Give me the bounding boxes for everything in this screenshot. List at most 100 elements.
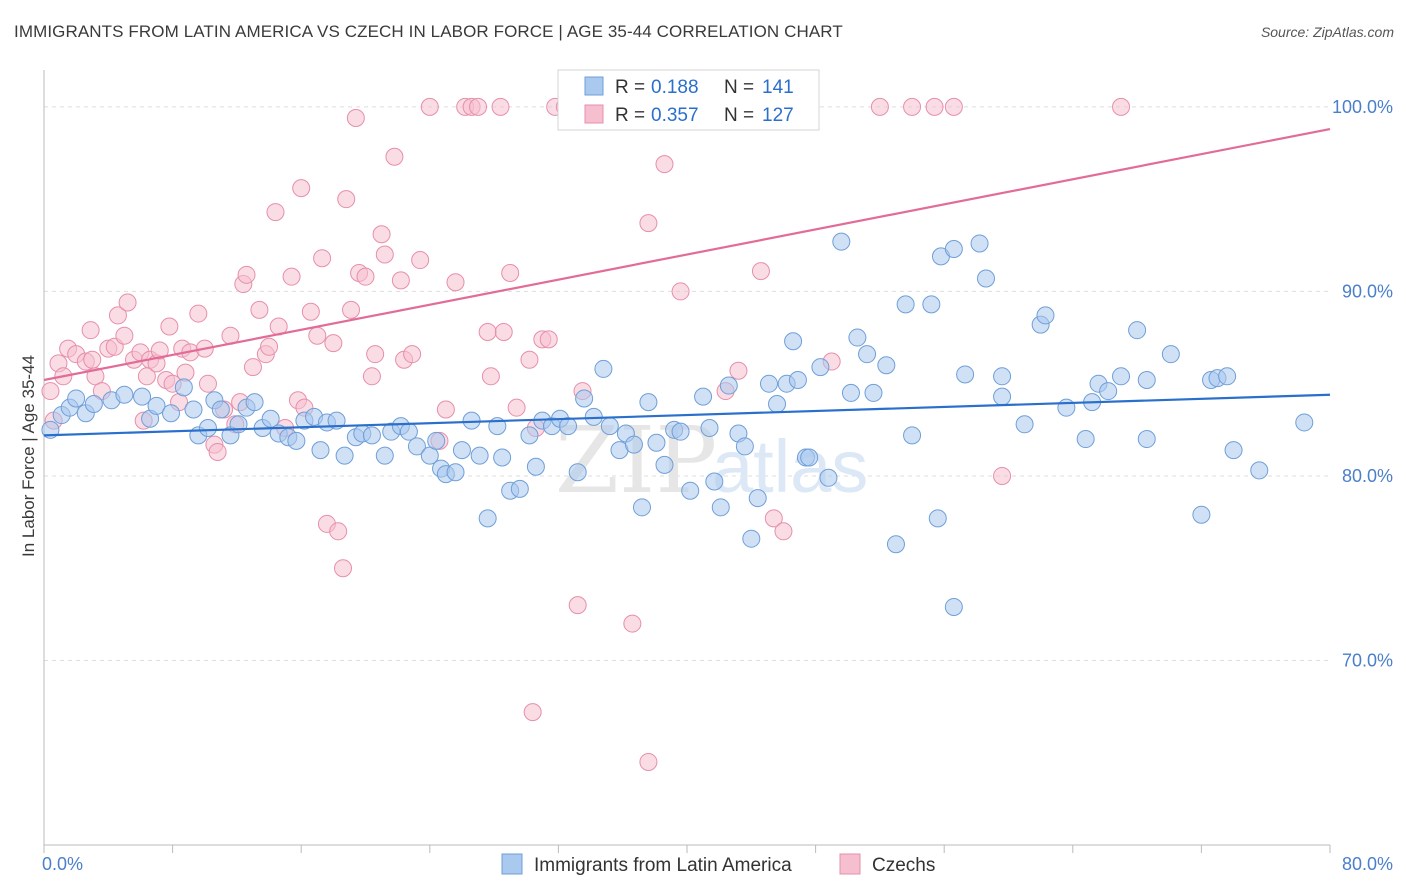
data-point [520,426,539,445]
data-point [510,479,529,498]
legend-r-label: R = [615,77,645,98]
legend-r-label: R = [615,105,645,126]
data-point [768,394,787,413]
data-point [84,394,103,413]
data-point [639,393,658,412]
data-point [1161,345,1180,364]
data-point [507,398,526,417]
watermark: ZIP atlas [555,407,868,514]
data-point [375,245,394,264]
data-point [632,498,651,517]
data-point [1218,367,1237,386]
data-point [411,251,430,270]
bottom-legend-label: Immigrants from Latin America [534,855,792,876]
data-point [362,426,381,445]
data-point [494,323,513,342]
data-point [841,383,860,402]
data-point [729,361,748,380]
data-point [970,234,989,253]
data-point [342,300,361,319]
data-point [624,435,643,454]
data-point [208,442,227,461]
y-tick-label: 80.0% [1342,466,1393,486]
data-point [523,703,542,722]
legend-r-value: 0.188 [651,77,699,98]
data-point [245,393,264,412]
data-point [261,409,280,428]
data-point [470,446,489,465]
data-point [944,239,963,258]
data-point [287,431,306,450]
data-point [324,334,343,353]
bottom-legend: Immigrants from Latin America Czechs [501,853,935,876]
data-point [1036,306,1055,325]
data-point [260,337,279,356]
data-point [886,535,905,554]
legend-r-value: 0.357 [651,105,699,126]
data-point [800,448,819,467]
bottom-legend-swatch [839,853,861,875]
data-point [976,269,995,288]
data-point [198,374,217,393]
data-point [481,367,500,386]
data-point [993,466,1012,485]
data-point [903,97,922,116]
data-point [346,108,365,127]
data-point [568,463,587,482]
y-tick-label: 90.0% [1342,281,1393,301]
data-point [764,509,783,528]
legend-n-label: N = [724,105,754,126]
data-point [366,345,385,364]
data-point [161,404,180,423]
data-point [427,431,446,450]
data-point [559,417,578,436]
data-point [742,529,761,548]
data-point [694,387,713,406]
data-point [356,267,375,286]
data-point [956,365,975,384]
data-point [189,304,208,323]
data-point [362,367,381,386]
data-point [1137,430,1156,449]
data-point [539,330,558,349]
data-point [526,457,545,476]
data-point [925,97,944,116]
data-point [903,426,922,445]
data-point [478,509,497,528]
data-point [311,441,330,460]
data-point [819,468,838,487]
data-point [41,382,60,401]
data-point [250,300,269,319]
data-point [896,295,915,314]
data-point [944,597,963,616]
data-point [711,498,730,517]
data-point [1112,367,1131,386]
data-point [403,345,422,364]
data-point [647,433,666,452]
data-point [308,326,327,345]
trend-line [43,393,1331,437]
source-note: Source: ZipAtlas.com [1260,24,1394,40]
data-point [243,358,262,377]
data-point [501,263,520,282]
data-point [748,489,767,508]
data-point [751,262,770,281]
data-point [292,179,311,198]
x-tick-label: 80.0% [1342,854,1393,874]
legend-swatch [584,76,604,96]
data-point [420,97,439,116]
data-point [391,271,410,290]
data-point [333,559,352,578]
data-point [600,417,619,436]
data-point [575,389,594,408]
data-point [446,273,465,292]
data-point [83,350,102,369]
data-point [671,282,690,301]
data-point [811,358,830,377]
bottom-legend-swatch [501,853,523,875]
x-tick-label: 0.0% [42,854,83,874]
data-point [478,323,497,342]
data-point [133,387,152,406]
stats-legend: R = 0.188 N = 141 R = 0.357 N = 127 [557,69,820,131]
